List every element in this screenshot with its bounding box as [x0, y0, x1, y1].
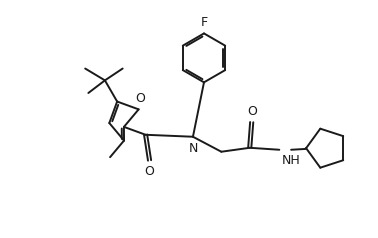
Text: F: F: [201, 16, 208, 30]
Text: NH: NH: [281, 154, 300, 167]
Text: O: O: [145, 165, 155, 178]
Text: O: O: [247, 105, 257, 118]
Text: N: N: [189, 142, 198, 155]
Text: O: O: [135, 92, 145, 105]
